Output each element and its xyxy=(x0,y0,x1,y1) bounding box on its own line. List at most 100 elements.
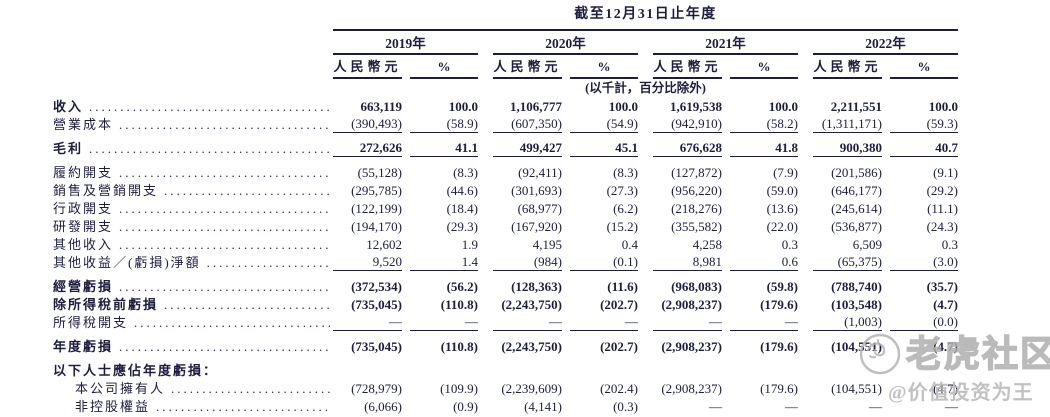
unit-note-row: (以千計，百分比除外) xyxy=(0,79,973,97)
value-cell-2019-pct: 1.4 xyxy=(410,254,478,271)
value-cell-2020-pct: (202.7) xyxy=(600,297,638,312)
value-cell-2020-pct: 45.1 xyxy=(570,140,638,157)
value-cell-2021-pct: (59.0) xyxy=(766,183,798,198)
value-cell-2022-rmb: (245,614) xyxy=(831,201,882,216)
value-cell-2020-rmb: (167,920) xyxy=(511,219,562,234)
value-cell-2019-pct: (110.8) xyxy=(440,297,478,312)
value-cell-2021-rmb: (127,872) xyxy=(671,165,722,180)
value-cell-2022-pct: (24.3) xyxy=(926,219,958,234)
subheader-row: 人民幣元 % 人民幣元 % 人民幣元 % 人民幣元 % xyxy=(0,55,973,79)
row-label-wrap: 銷售及營銷開支 xyxy=(0,183,333,199)
value-cell-2019-pct: (56.2) xyxy=(446,279,478,294)
leader-dots xyxy=(119,279,330,295)
leader-dots xyxy=(119,339,330,355)
row-label: 行政開支 xyxy=(53,201,114,216)
value-cell-2020-pct: (8.3) xyxy=(613,165,638,180)
table-row: 本公司擁有人 (728,979) (109.9) (2,239,609) (20… xyxy=(0,379,973,397)
table-row: 其他收益／(虧損)淨額 9,520 1.4 (984) (0.1) 8,981 … xyxy=(0,253,973,271)
value-cell-2021-rmb: (942,910) xyxy=(653,116,722,133)
value-cell-2019-rmb: (735,045) xyxy=(351,339,402,354)
table-row: 毛利 272,626 41.1 499,427 45.1 676,628 41.… xyxy=(0,139,973,157)
value-cell-2019-rmb: (390,493) xyxy=(333,116,402,133)
row-label: 所得稅開支 xyxy=(53,315,129,330)
row-label: 銷售及營銷開支 xyxy=(53,183,159,198)
value-cell-2021-pct: (179.6) xyxy=(760,339,798,354)
year-header-2020: 2020年 xyxy=(493,31,638,55)
value-cell-2020-rmb: (92,411) xyxy=(518,165,562,180)
value-cell-2021-rmb: (2,908,237) xyxy=(661,381,722,396)
row-label: 以下人士應佔年度虧損： xyxy=(53,363,219,378)
value-cell-2020-rmb: (2,239,609) xyxy=(501,381,562,396)
table-row: 研發開支 (194,170) (29.3) (167,920) (15.2) (… xyxy=(0,217,973,235)
value-cell-2019-rmb: — xyxy=(333,314,402,331)
value-cell-2020-rmb: 499,427 xyxy=(493,140,562,157)
row-label-wrap: 毛利 xyxy=(0,141,333,157)
value-cell-2022-rmb: (104,551) xyxy=(831,339,882,354)
row-label-wrap: 本公司擁有人 xyxy=(0,381,333,397)
value-cell-2022-rmb: (788,740) xyxy=(831,279,882,294)
table-title-row: 截至12月31日止年度 xyxy=(0,6,973,31)
row-label: 本公司擁有人 xyxy=(75,381,166,396)
value-cell-2021-rmb: (218,276) xyxy=(671,201,722,216)
row-label: 其他收入 xyxy=(53,237,114,252)
value-cell-2022-pct: (4.7) xyxy=(933,297,958,312)
leader-dots xyxy=(89,141,330,157)
table-row: 以下人士應佔年度虧損： xyxy=(0,361,973,379)
value-cell-2022-pct: (35.7) xyxy=(926,279,958,294)
value-cell-2020-rmb: (301,693) xyxy=(511,183,562,198)
value-cell-2019-pct: (8.3) xyxy=(453,165,478,180)
table-title: 截至12月31日止年度 xyxy=(333,6,958,31)
row-label: 年度虧損 xyxy=(53,339,114,354)
leader-dots xyxy=(119,237,330,253)
value-cell-2021-rmb: (2,908,237) xyxy=(661,297,722,312)
currency-header: 人民幣元 xyxy=(813,55,882,79)
leader-dots xyxy=(119,201,330,217)
table-row: 營業成本 (390,493) (58.9) (607,350) (54.9) (… xyxy=(0,115,973,133)
value-cell-2022-rmb: (1,003) xyxy=(813,314,882,331)
value-cell-2019-rmb: (728,979) xyxy=(351,381,402,396)
value-cell-2020-pct: (202.7) xyxy=(600,339,638,354)
value-cell-2020-rmb: (2,243,750) xyxy=(501,297,562,312)
row-label: 非控股權益 xyxy=(75,399,151,414)
value-cell-2022-pct: (11.1) xyxy=(927,201,958,216)
percent-header: % xyxy=(730,55,798,79)
value-cell-2019-rmb: (6,066) xyxy=(364,399,402,414)
value-cell-2022-pct: (9.1) xyxy=(933,165,958,180)
leader-dots xyxy=(207,255,330,271)
value-cell-2022-pct: 40.7 xyxy=(890,140,958,157)
percent-header: % xyxy=(890,55,958,79)
table-row: 經營虧損 (372,534) (56.2) (128,363) (11.6) (… xyxy=(0,277,973,295)
value-cell-2019-pct: (44.6) xyxy=(446,183,478,198)
value-cell-2019-rmb: (194,170) xyxy=(351,219,402,234)
value-cell-2022-rmb: (1,311,171) xyxy=(813,116,882,133)
value-cell-2021-rmb: (968,083) xyxy=(671,279,722,294)
row-label-wrap: 履約開支 xyxy=(0,165,333,181)
value-cell-2020-rmb: (607,350) xyxy=(493,116,562,133)
row-label: 履約開支 xyxy=(53,165,114,180)
value-cell-2020-pct: (0.3) xyxy=(613,399,638,414)
value-cell-2021-pct: (58.2) xyxy=(730,116,798,133)
value-cell-2019-pct: 1.9 xyxy=(461,237,478,252)
value-cell-2021-pct: 41.8 xyxy=(730,140,798,157)
year-header-2022: 2022年 xyxy=(813,31,958,55)
table-row: 年度虧損 (735,045) (110.8) (2,243,750) (202.… xyxy=(0,337,973,355)
row-label-wrap: 除所得稅前虧損 xyxy=(0,297,333,313)
value-cell-2021-pct: (13.6) xyxy=(766,201,798,216)
row-label-wrap: 年度虧損 xyxy=(0,339,333,355)
value-cell-2022-pct: (4.7) xyxy=(933,339,958,354)
value-cell-2019-pct: 100.0 xyxy=(448,99,478,114)
table-body: 收入 663,119 100.0 1,106,777 100.0 1,619,5… xyxy=(0,97,973,415)
value-cell-2021-pct: 0.3 xyxy=(781,237,798,252)
row-label: 研發開支 xyxy=(53,219,114,234)
table-row: 除所得稅前虧損 (735,045) (110.8) (2,243,750) (2… xyxy=(0,295,973,313)
currency-header: 人民幣元 xyxy=(333,55,402,79)
value-cell-2019-rmb: 272,626 xyxy=(333,140,402,157)
leader-dots xyxy=(156,399,330,415)
row-label-wrap: 所得稅開支 xyxy=(0,315,333,331)
leader-dots xyxy=(89,99,330,115)
value-cell-2019-pct: (0.9) xyxy=(453,399,478,414)
value-cell-2019-pct: (18.4) xyxy=(446,201,478,216)
value-cell-2021-pct: (7.9) xyxy=(773,165,798,180)
value-cell-2021-rmb: 4,258 xyxy=(692,237,722,252)
